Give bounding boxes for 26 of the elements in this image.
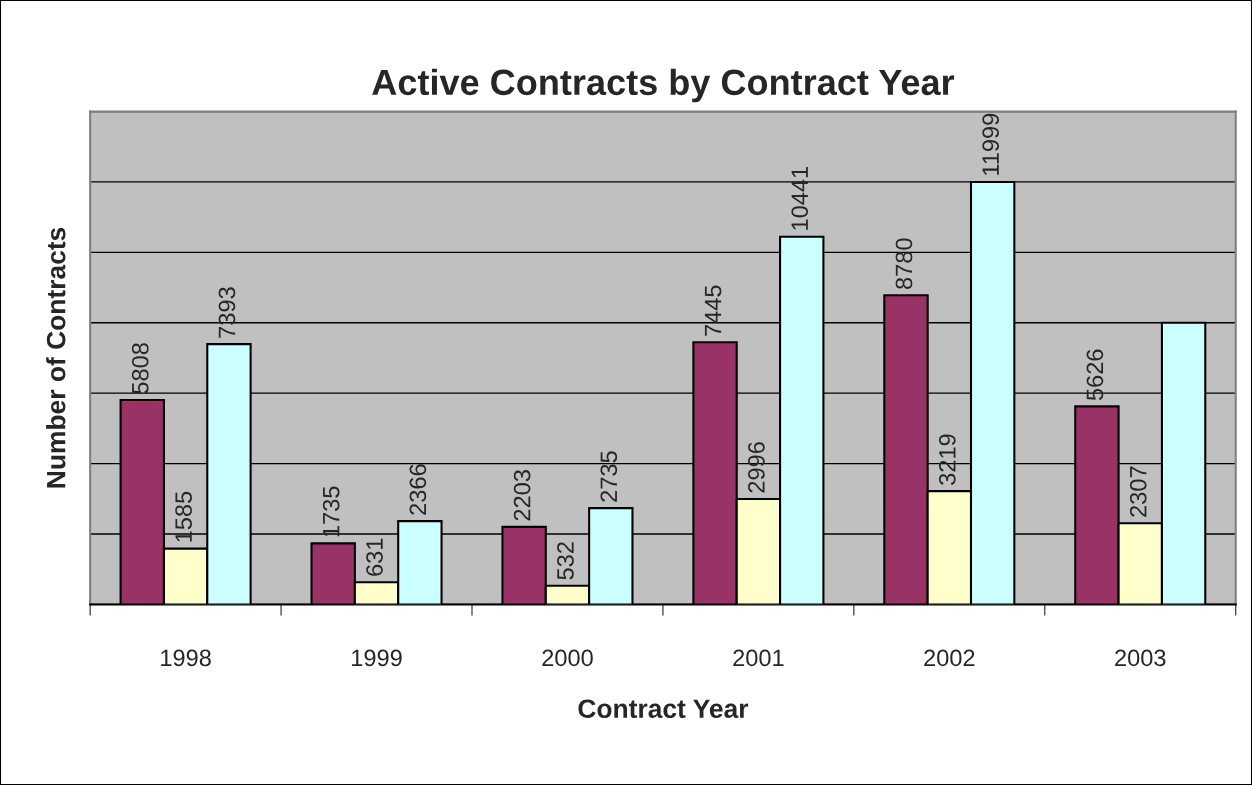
data-label: 3219 xyxy=(938,434,956,485)
data-label: 2307 xyxy=(1129,466,1147,517)
data-label: 8780 xyxy=(895,238,913,289)
data-label: 1585 xyxy=(175,491,192,542)
data-label: 2735 xyxy=(600,451,618,502)
x-axis-title: Contract Year xyxy=(578,699,749,719)
x-tick-label: 2001 xyxy=(733,649,784,667)
y-axis-title: Number of Contracts xyxy=(46,227,66,488)
data-label: 5626 xyxy=(1086,349,1104,401)
x-tick-label: 2003 xyxy=(1115,649,1166,667)
data-label: 7445 xyxy=(704,285,722,336)
data-label: 1735 xyxy=(322,486,340,537)
x-tick-label: 1998 xyxy=(161,649,211,667)
data-label: 11999 xyxy=(982,113,1000,175)
x-tick-label: 2002 xyxy=(924,649,975,667)
data-label: 2366 xyxy=(409,464,427,515)
data-label: 7393 xyxy=(218,287,236,338)
data-label: 631 xyxy=(366,538,383,576)
data-label: 10441 xyxy=(791,167,809,230)
data-label: 2203 xyxy=(513,470,531,521)
chart-title: Active Contracts by Contract Year xyxy=(372,68,955,103)
data-label: 2996 xyxy=(748,442,765,493)
x-tick-label: 2000 xyxy=(542,649,593,667)
data-label: 532 xyxy=(557,542,574,580)
data-label: 5808 xyxy=(131,343,149,394)
x-tick-label: 1999 xyxy=(352,649,402,667)
